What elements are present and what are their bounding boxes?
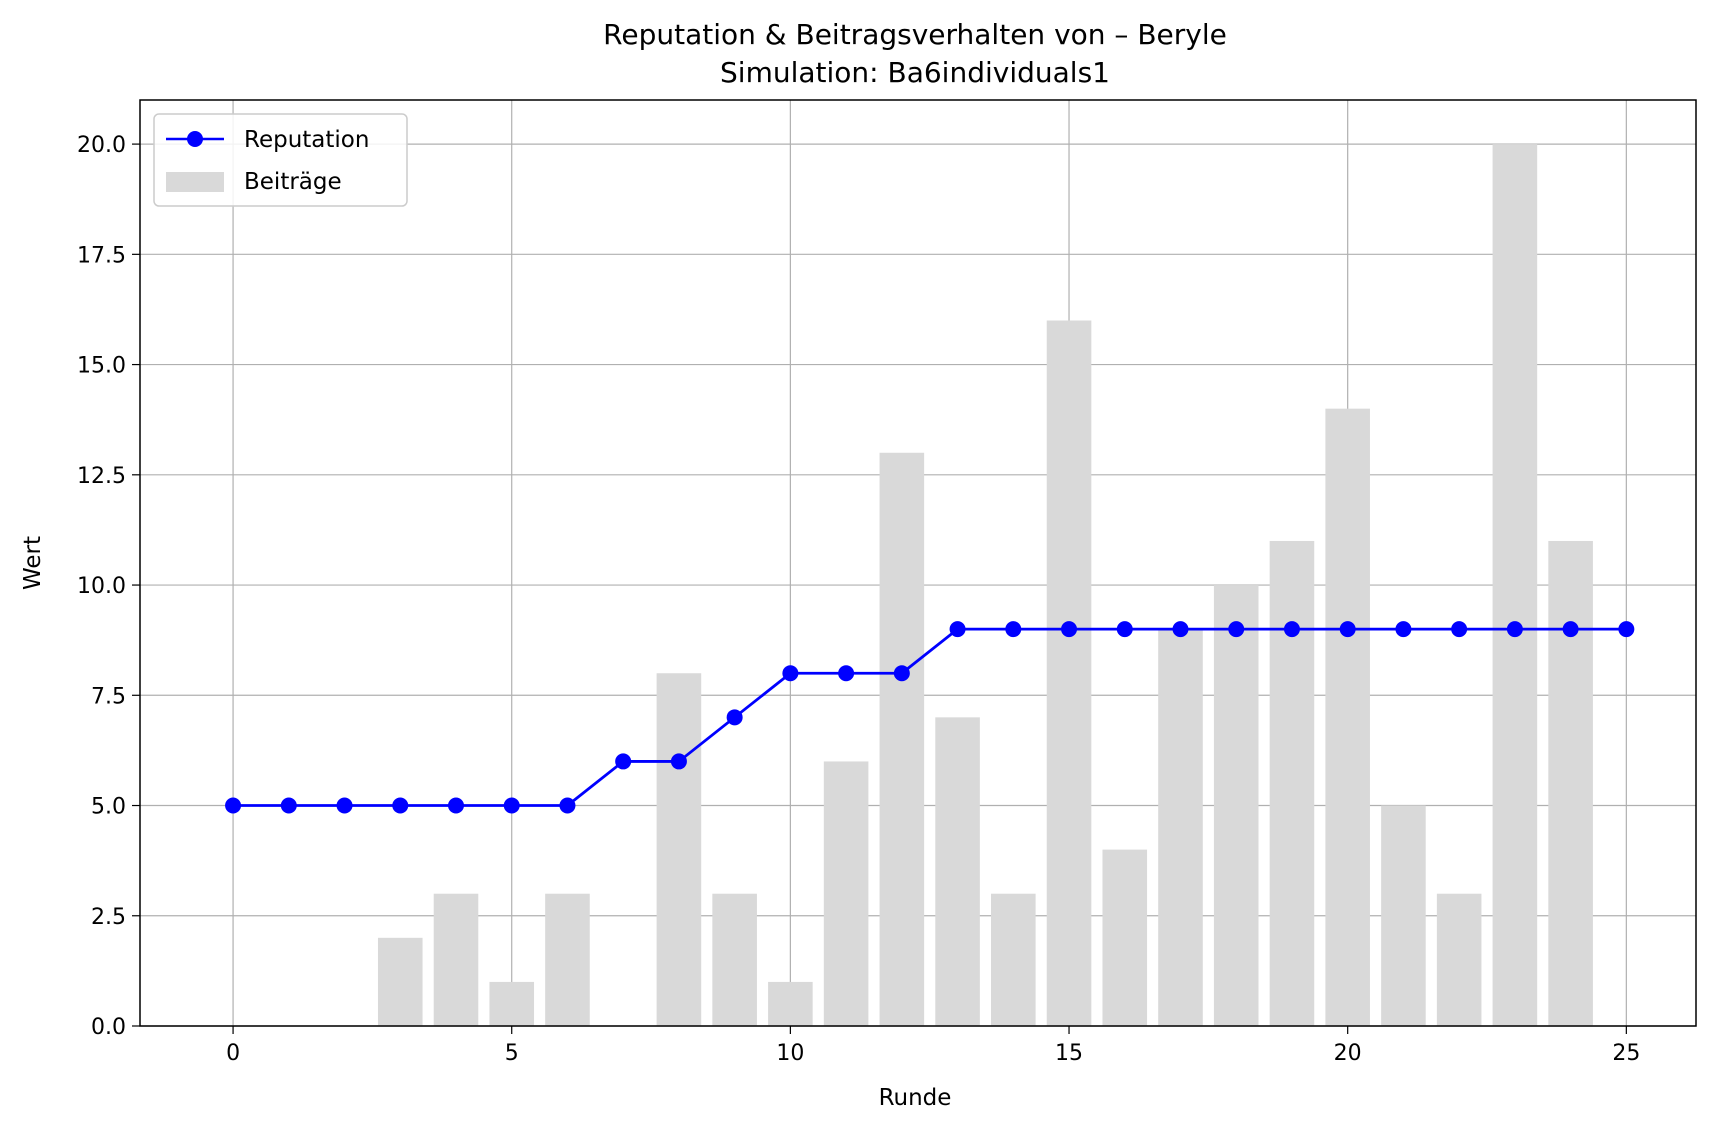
y-tick-label: 17.5 — [77, 243, 126, 268]
reputation-point — [1395, 621, 1412, 638]
bar — [991, 893, 1036, 1026]
chart-subtitle: Simulation: Ba6individuals1 — [720, 56, 1110, 89]
reputation-point — [1339, 621, 1356, 638]
bar — [1492, 144, 1538, 1027]
reputation-point — [1005, 621, 1022, 638]
reputation-point — [280, 797, 297, 814]
reputation-point — [336, 797, 353, 814]
bar — [489, 981, 535, 1026]
reputation-point — [782, 665, 799, 682]
legend-label-reputation: Reputation — [244, 127, 369, 153]
line-series — [225, 621, 1635, 814]
bar — [377, 937, 423, 1026]
y-tick-label: 0.0 — [91, 1015, 126, 1040]
reputation-point — [447, 797, 464, 814]
legend-label-beitraege: Beiträge — [244, 169, 342, 195]
reputation-point — [1562, 621, 1579, 638]
y-tick-label: 5.0 — [91, 795, 126, 820]
bar — [823, 761, 869, 1026]
bar — [1325, 408, 1370, 1027]
reputation-point — [1172, 621, 1189, 638]
reputation-point — [559, 797, 576, 814]
reputation-point — [615, 753, 632, 770]
x-tick-label: 20 — [1334, 1041, 1362, 1066]
bar — [433, 893, 479, 1026]
y-axis-label: Wert — [20, 536, 46, 590]
y-tick-label: 10.0 — [77, 574, 126, 599]
x-tick-label: 15 — [1055, 1041, 1083, 1066]
legend: Reputation Beiträge — [153, 113, 408, 207]
x-axis-label: Runde — [879, 1085, 952, 1111]
reputation-point — [1506, 621, 1523, 638]
reputation-point — [670, 753, 687, 770]
reputation-point — [225, 797, 242, 814]
legend-marker-swatch — [187, 131, 203, 147]
bar — [656, 673, 702, 1026]
bar — [1381, 805, 1426, 1026]
reputation-point — [503, 797, 520, 814]
bar — [879, 452, 925, 1026]
x-tick-label: 10 — [776, 1041, 804, 1066]
reputation-point — [949, 621, 966, 638]
reputation-point — [1061, 621, 1078, 638]
bar — [768, 981, 813, 1026]
reputation-point — [1618, 621, 1635, 638]
reputation-point — [392, 797, 409, 814]
reputation-point — [1283, 621, 1300, 638]
bar — [712, 893, 757, 1026]
ticks: 0 5 10 15 20 25 0.0 2.5 5.0 7.5 10.0 12.5 15.0 17.5 20… — [77, 133, 1640, 1066]
reputation-point — [1451, 621, 1468, 638]
bar — [1158, 629, 1203, 1026]
bar-series — [377, 144, 1593, 1027]
y-tick-label: 20.0 — [77, 133, 126, 158]
y-tick-label: 2.5 — [91, 905, 126, 930]
bar — [1269, 540, 1315, 1026]
bar — [545, 893, 590, 1026]
y-tick-label: 12.5 — [77, 464, 126, 489]
reputation-point — [726, 709, 743, 726]
x-tick-label: 0 — [226, 1041, 240, 1066]
y-tick-label: 15.0 — [77, 354, 126, 379]
reputation-point — [838, 665, 855, 682]
bar — [1102, 849, 1148, 1026]
reputation-line — [233, 627, 1627, 807]
reputation-point — [1228, 621, 1245, 638]
legend-bar-swatch — [166, 172, 224, 192]
x-tick-label: 5 — [505, 1041, 519, 1066]
reputation-point — [893, 665, 910, 682]
bar — [1213, 585, 1259, 1026]
y-tick-label: 7.5 — [91, 684, 126, 709]
x-tick-label: 25 — [1612, 1041, 1640, 1066]
bar — [1046, 320, 1092, 1026]
bar — [1436, 893, 1482, 1026]
plot-frame — [139, 99, 1697, 1027]
bar — [935, 717, 980, 1026]
bar — [1548, 540, 1593, 1026]
chart-title: Reputation & Beitragsverhalten von – Ber… — [603, 18, 1227, 51]
reputation-point — [1116, 621, 1133, 638]
